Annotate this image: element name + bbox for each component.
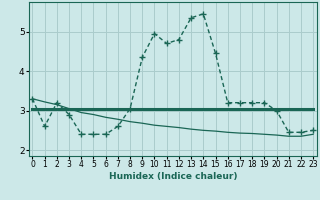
X-axis label: Humidex (Indice chaleur): Humidex (Indice chaleur) <box>108 172 237 181</box>
